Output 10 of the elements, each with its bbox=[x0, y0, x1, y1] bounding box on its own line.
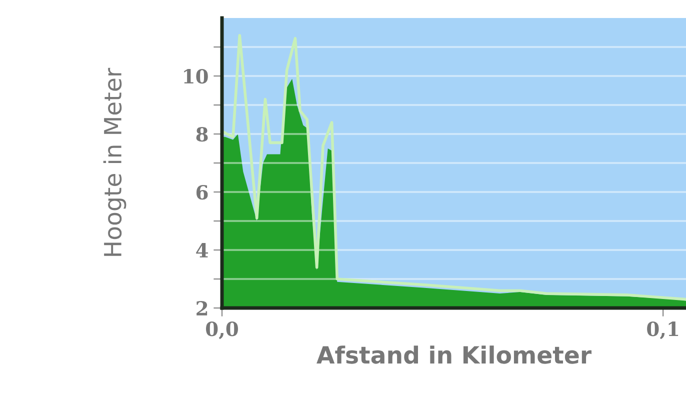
y-tick-label: 4 bbox=[196, 242, 208, 258]
x-tick-label: 0,1 bbox=[647, 322, 678, 340]
x-tick-label: 0,0 bbox=[206, 322, 238, 340]
y-tick-label: 2 bbox=[196, 300, 208, 316]
y-tick-label: 10 bbox=[184, 68, 208, 84]
line-series bbox=[222, 34, 686, 301]
x-axis-title: Afstand in Kilometer bbox=[316, 346, 592, 364]
y-tick-label: 8 bbox=[196, 126, 208, 142]
y-tick-label: 6 bbox=[196, 184, 208, 200]
y-axis-title: Hoogte in Meter bbox=[103, 68, 126, 256]
